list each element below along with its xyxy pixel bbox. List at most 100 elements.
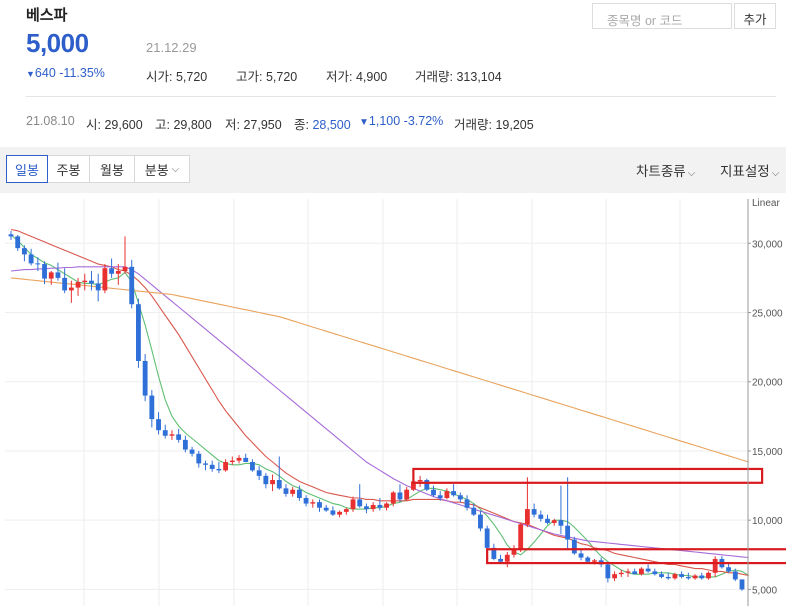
candle-body [21, 248, 27, 255]
candle-body [203, 463, 208, 465]
low-stat: 저가: 4,900 [326, 70, 388, 84]
candle [464, 495, 470, 511]
candle-body [551, 520, 557, 523]
candle [122, 236, 128, 274]
candle [706, 571, 711, 580]
candle-body [290, 489, 296, 494]
candle [95, 273, 101, 302]
candle [364, 503, 369, 514]
candle-body [625, 571, 631, 573]
tab-minute[interactable]: 분봉 ⌵ [134, 155, 190, 183]
candle [283, 484, 289, 497]
add-button[interactable]: 추가 [734, 3, 776, 29]
candle [605, 561, 611, 583]
scale-label: Linear [752, 198, 780, 209]
candle-body [397, 492, 403, 500]
candle [638, 567, 644, 576]
candle [498, 554, 503, 564]
candle [290, 486, 296, 497]
candle [431, 485, 436, 497]
candle [511, 545, 517, 558]
divider [26, 96, 776, 97]
down-arrow-icon: ▼ [26, 69, 35, 79]
candle-body [726, 567, 732, 572]
candle [578, 549, 584, 561]
candle [62, 268, 68, 294]
candle [21, 245, 27, 262]
candle [397, 484, 403, 503]
indicator-menu[interactable]: 지표설정 ⌵ [720, 164, 780, 179]
hist-close: 종: 28,500 [294, 118, 351, 132]
candle-body [317, 502, 322, 508]
candle-body [250, 462, 255, 471]
candle-body [62, 277, 68, 291]
candle-body [571, 539, 577, 554]
candle [404, 486, 410, 501]
candle-body [732, 571, 738, 580]
candle-body [558, 520, 564, 526]
candle [42, 261, 47, 285]
candle-body [102, 268, 108, 291]
candle [223, 459, 229, 472]
candle [531, 503, 537, 518]
candle [685, 572, 691, 580]
candle [196, 450, 202, 468]
down-arrow-icon: ▼ [359, 117, 369, 128]
candles [8, 230, 745, 591]
candle-body [652, 571, 658, 575]
candle-body [243, 457, 249, 463]
candle-body [182, 439, 188, 450]
ma-line-ma120 [10, 277, 749, 463]
candle-body [337, 511, 343, 515]
candle [618, 570, 624, 577]
candle-body [136, 304, 141, 361]
candle [250, 459, 255, 472]
candle [136, 298, 141, 368]
candle-body [638, 568, 644, 575]
candle [699, 572, 705, 580]
candle-body [109, 268, 115, 274]
candle-body [82, 280, 88, 283]
candle [652, 568, 658, 576]
candle-body [169, 434, 175, 436]
high-stat: 고가: 5,720 [236, 70, 298, 84]
tab-monthly[interactable]: 월봉 [89, 155, 135, 183]
candle [390, 491, 396, 507]
candle-body [303, 498, 309, 504]
candle-body [35, 263, 41, 265]
candle [504, 552, 510, 568]
candle [263, 473, 269, 489]
candle-body [323, 507, 329, 511]
tab-daily[interactable]: 일봉 [6, 155, 48, 183]
candle [82, 273, 88, 291]
candle [551, 518, 557, 526]
stock-name: 베스파 [26, 7, 68, 24]
candle-body [162, 430, 168, 436]
candle-body [478, 514, 483, 529]
candle [377, 498, 383, 511]
tick-label: 30,000 [752, 239, 783, 250]
ma-line-ma60 [10, 266, 749, 559]
candle [236, 455, 242, 464]
candle [343, 507, 349, 515]
candle [484, 525, 490, 551]
candle [478, 510, 483, 532]
candle-body [410, 481, 416, 490]
candle [726, 563, 732, 573]
candle-body [712, 558, 718, 573]
candle-body [685, 576, 691, 579]
candle-body [585, 557, 591, 562]
candle-body [417, 480, 423, 482]
candle-body [364, 506, 369, 510]
volume-stat: 거래량: 313,104 [415, 70, 502, 84]
search-input[interactable]: 종목명 or 코드 [592, 3, 732, 29]
candle [189, 446, 195, 457]
candle [89, 270, 94, 291]
chart-type-menu[interactable]: 차트종류 ⌵ [636, 164, 696, 179]
candle [565, 477, 571, 550]
hist-high: 고: 29,800 [155, 118, 212, 132]
candle [102, 264, 108, 294]
hist-date: 21.08.10 [26, 114, 75, 128]
candle [538, 510, 544, 522]
